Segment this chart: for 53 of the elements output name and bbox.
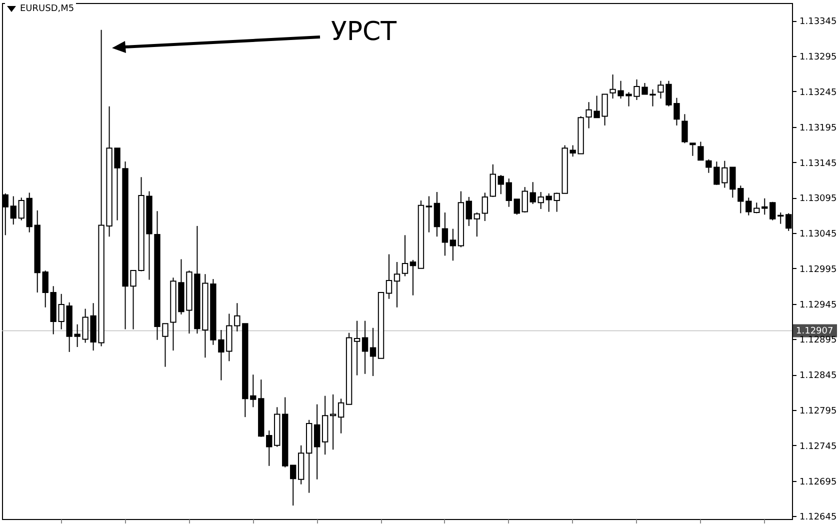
y-tick-label: 1.12645 [800,512,837,523]
candlestick [426,196,432,233]
chart-title: EURUSD,M5 [20,4,74,14]
candlestick [354,320,360,376]
annotation: УРСТ [331,17,397,47]
candlestick [698,141,704,161]
candlestick [434,191,440,238]
candlestick [266,430,272,466]
candlestick [402,234,408,277]
y-tick-label: 1.12995 [800,264,837,275]
candlestick [394,262,400,308]
candlestick [490,164,496,198]
y-tick-label: 1.13245 [800,88,837,98]
candlestick [330,394,336,450]
candlestick [450,228,456,262]
candlestick [530,182,536,205]
candlestick [338,398,344,434]
candlestick [370,327,376,377]
candlestick [466,196,472,226]
y-tick-label: 1.12845 [800,371,837,382]
candlestick [386,254,392,300]
candlestick [314,404,320,480]
y-tick-label: 1.13195 [800,123,837,134]
y-tick-label: 1.13345 [800,17,837,28]
y-tick-label: 1.13145 [800,158,837,169]
candlestick [682,114,688,144]
candlestick [442,212,448,256]
candlestick [514,198,520,216]
y-tick-label: 1.13045 [800,230,837,240]
y-tick-label: 1.13095 [800,194,837,204]
y-tick-label: 1.12895 [800,336,837,346]
candlestick [690,142,696,156]
candlestick [290,464,296,506]
candlestick [362,320,368,374]
candlestick [762,198,768,216]
candlestick [746,197,752,216]
y-tick-label: 1.12745 [800,442,837,452]
y-tick-label: 1.12945 [800,300,837,310]
candlestick [770,201,776,221]
candlestick [498,174,504,195]
candlestick [10,196,16,226]
candlestick [42,270,48,308]
candlestick [410,259,416,296]
y-tick-label: 1.12795 [800,406,837,416]
y-tick-label: 1.13295 [800,52,837,63]
y-tick-label: 1.12695 [800,477,837,488]
candlestick [522,186,528,214]
candlestick [778,212,784,224]
ref-line-label: 1.12907 [796,326,834,337]
candlestick [18,197,24,221]
candlestick [482,192,488,222]
candlestick [474,212,480,238]
candlestick [506,178,512,208]
